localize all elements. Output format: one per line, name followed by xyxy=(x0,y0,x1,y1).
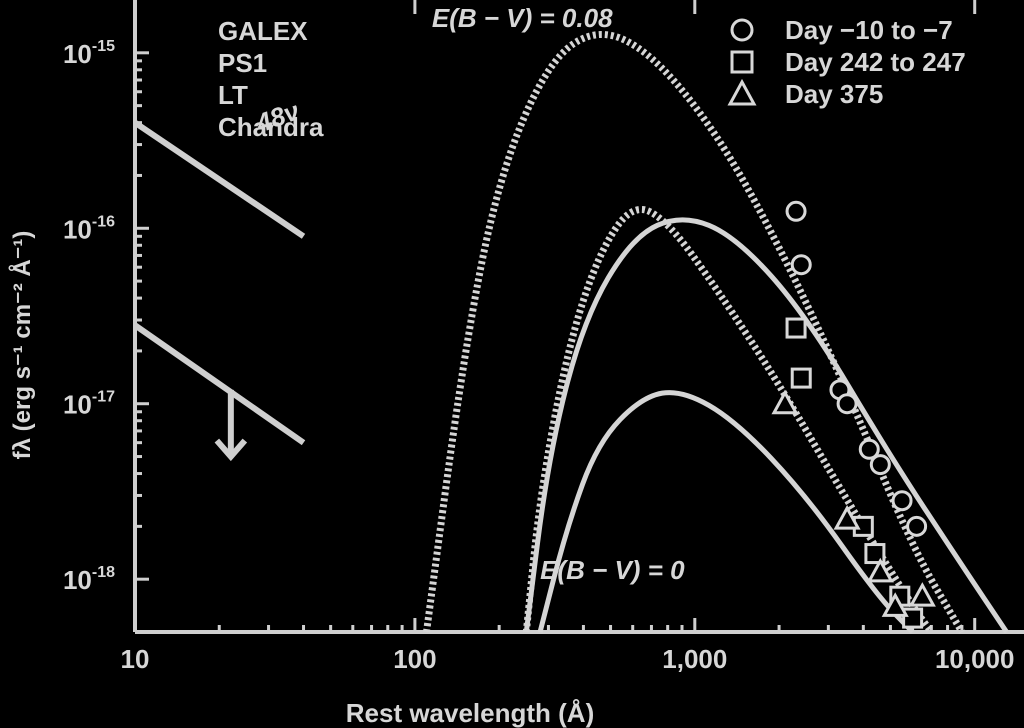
y-tick-label: 10-17 xyxy=(63,389,115,420)
y-tick-exponent: -15 xyxy=(92,38,115,55)
instrument-label: GALEX xyxy=(218,16,308,46)
y-tick-label: 10-18 xyxy=(63,564,115,595)
legend-label: Day −10 to −7 xyxy=(785,15,953,45)
square-marker xyxy=(785,317,807,339)
legend-label: Day 375 xyxy=(785,79,883,109)
instrument-label: LT xyxy=(218,80,248,110)
triangle-marker xyxy=(727,78,757,106)
x-tick-label: 1,000 xyxy=(662,644,727,674)
circle-marker xyxy=(906,515,928,537)
y-tick-exponent: -18 xyxy=(92,564,115,581)
annotation-text: E(B − V) = 0 xyxy=(540,555,685,585)
y-tick-label: 10-15 xyxy=(63,38,115,69)
square-marker xyxy=(730,50,754,74)
upper-limit-line xyxy=(133,322,306,446)
y-tick-exponent: -16 xyxy=(92,213,115,230)
y-tick-label: 10-16 xyxy=(63,213,115,244)
circle-marker xyxy=(858,438,880,460)
annotation-text: E(B − V) = 0.08 xyxy=(432,3,613,33)
model-curve-dotted xyxy=(522,205,935,635)
square-marker xyxy=(902,607,924,629)
x-tick-label: 10 xyxy=(121,644,150,674)
triangle-marker xyxy=(866,557,894,583)
x-tick-label: 100 xyxy=(393,644,436,674)
model-curve-solid xyxy=(537,390,915,634)
circle-marker xyxy=(730,18,754,42)
circle-marker xyxy=(891,490,913,512)
instrument-label: PS1 xyxy=(218,48,267,78)
triangle-marker xyxy=(908,582,936,607)
y-axis-label: fλ (erg s⁻¹ cm⁻² Å⁻¹) xyxy=(8,231,36,460)
upper-limit-line xyxy=(133,120,306,239)
square-marker xyxy=(790,367,812,389)
model-curve-solid xyxy=(523,217,1009,634)
legend-label: Day 242 to 247 xyxy=(785,47,966,77)
x-ticks: 10 100 1,000 10,000 xyxy=(121,0,1015,674)
x-tick-label: 10,000 xyxy=(935,644,1015,674)
model-curves xyxy=(133,31,1009,635)
upper-limit-arrow-head xyxy=(214,438,248,462)
triangle-marker xyxy=(771,389,799,415)
square-marker xyxy=(864,543,886,565)
model-curve-dotted xyxy=(423,31,965,634)
x-axis-label: Rest wavelength (Å) xyxy=(346,698,595,728)
instrument-label: Chandra xyxy=(218,112,324,142)
y-tick-exponent: -17 xyxy=(92,389,115,406)
circle-marker xyxy=(785,200,807,222)
circle-marker xyxy=(836,393,858,415)
triangle-marker xyxy=(881,592,909,617)
circle-marker xyxy=(869,454,891,476)
circle-marker xyxy=(790,254,812,276)
triangle-marker xyxy=(833,504,861,530)
data-markers xyxy=(771,200,936,629)
